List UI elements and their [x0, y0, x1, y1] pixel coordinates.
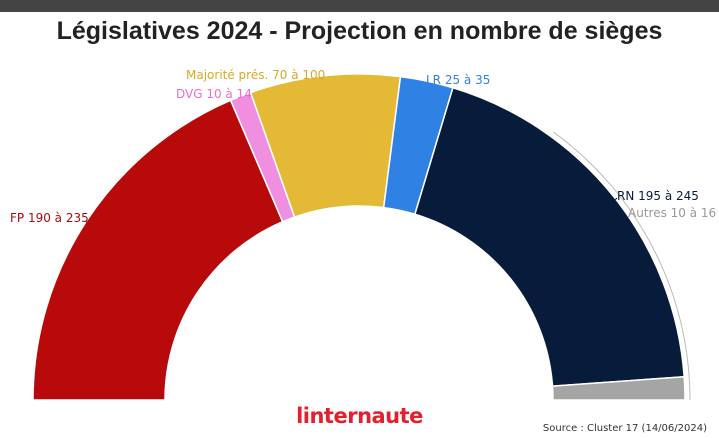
linternaute-logo: linternaute: [296, 404, 423, 428]
slice-autres: [551, 375, 686, 401]
label-lr: LR 25 à 35: [426, 73, 490, 87]
autres-leader-arc: [553, 131, 691, 401]
source-note: Source : Cluster 17 (14/06/2024): [542, 423, 707, 434]
chart-title: Législatives 2024 - Projection en nombre…: [56, 17, 663, 45]
slice-fp: [32, 99, 284, 401]
top-bar: [0, 0, 719, 12]
leader-rn: [607, 197, 618, 208]
leader-fp: [85, 221, 96, 227]
label-majorit-pr-s-: Majorité prés. 70 à 100: [186, 68, 325, 82]
label-fp: FP 190 à 235: [10, 211, 89, 225]
slice-rn: [413, 86, 685, 387]
label-autres: Autres 10 à 16: [628, 206, 716, 220]
label-rn: RN 195 à 245: [617, 189, 699, 203]
label-dvg: DVG 10 à 14: [176, 87, 252, 101]
